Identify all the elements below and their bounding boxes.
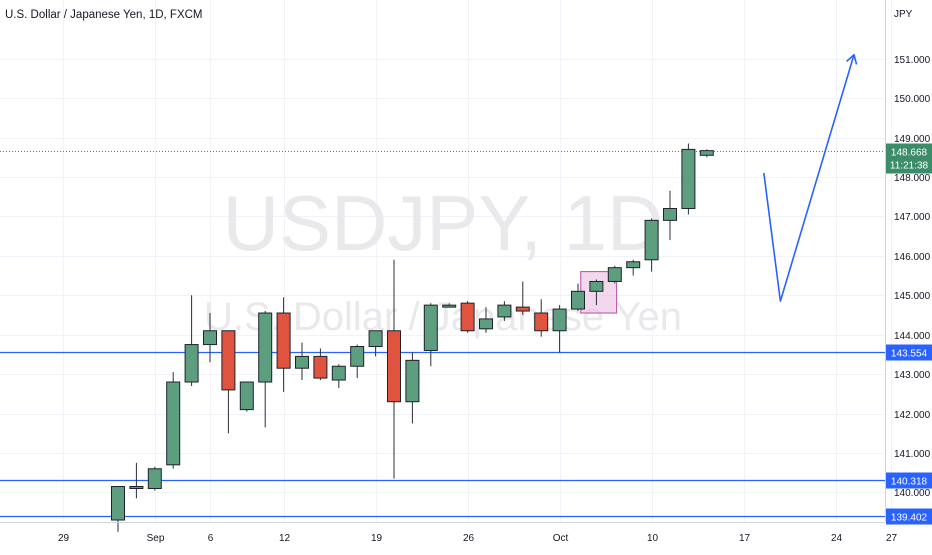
candle-body xyxy=(699,150,714,156)
arrow-head xyxy=(846,53,858,65)
price-tick-label: 142.000 xyxy=(894,410,931,421)
candle-body xyxy=(276,312,291,369)
projection-drawing xyxy=(763,53,858,302)
level-price-label: 139.402 xyxy=(891,513,928,524)
candle-body xyxy=(589,280,604,292)
price-tick-label: 149.000 xyxy=(894,134,931,145)
candle-body xyxy=(203,330,217,346)
candle-body xyxy=(111,486,125,521)
candle-body xyxy=(129,486,144,490)
candle-body xyxy=(239,381,254,411)
countdown-label: 11:21:38 xyxy=(890,161,929,172)
time-tick-label: 10 xyxy=(647,533,659,544)
candle-body xyxy=(460,302,475,332)
candle-body xyxy=(405,359,420,403)
time-tick-label: 27 xyxy=(886,533,898,544)
candles xyxy=(111,143,714,532)
time-tick-label: 29 xyxy=(58,533,70,544)
level-price-label: 143.554 xyxy=(891,349,928,360)
price-tick-label: 147.000 xyxy=(894,212,931,223)
grid xyxy=(0,0,892,522)
current-price-badge xyxy=(886,143,932,174)
candle-body xyxy=(552,308,567,332)
time-tick-label: 12 xyxy=(279,533,291,544)
time-tick-label: Sep xyxy=(147,533,165,544)
time-tick-label: 19 xyxy=(371,533,383,544)
current-price-label: 148.668 xyxy=(891,148,928,159)
candle-body xyxy=(571,290,585,310)
price-tick-label: 140.000 xyxy=(894,488,931,499)
time-tick-label: 6 xyxy=(208,533,214,544)
time-tick-label: Oct xyxy=(553,533,569,544)
level-price-badge xyxy=(886,472,932,489)
candle-body xyxy=(295,355,309,369)
candle-body xyxy=(442,304,457,308)
candle-body xyxy=(479,318,493,330)
watermark-symbol: USDJPY, 1D xyxy=(223,179,664,267)
time-tick-label: 26 xyxy=(463,533,475,544)
candle-body xyxy=(387,330,401,403)
price-tick-label: 148.000 xyxy=(894,173,931,184)
candle-body xyxy=(534,312,549,332)
level-price-badge xyxy=(886,508,932,525)
candle-body xyxy=(497,304,512,318)
candle-body xyxy=(423,304,438,351)
candle-body xyxy=(607,267,622,282)
watermark: USDJPY, 1D U.S. Dollar / Japanese Yen xyxy=(204,179,682,339)
symbol-title: U.S. Dollar / Japanese Yen, 1D, FXCM xyxy=(5,9,203,21)
price-axis[interactable]: JPY xyxy=(885,0,913,522)
candle-body xyxy=(644,219,659,261)
candle-body xyxy=(350,346,365,367)
candle-body xyxy=(331,365,346,381)
level-price-badge xyxy=(886,344,932,361)
candle-body xyxy=(681,148,696,210)
candle-body xyxy=(147,468,162,489)
time-tick-label: 24 xyxy=(831,533,843,544)
price-tick-label: 145.000 xyxy=(894,291,931,302)
price-tick-label: 141.000 xyxy=(894,449,931,460)
candle-body xyxy=(184,344,199,383)
candle-body xyxy=(166,381,181,466)
candle-body xyxy=(313,355,328,379)
price-tick-label: 150.000 xyxy=(894,94,931,105)
candle-body xyxy=(515,306,530,312)
candle-body xyxy=(663,208,677,221)
price-tick-label: 151.000 xyxy=(894,55,931,66)
axis-labels: 140.000 141.000 142.000 143.000 144.000 145.0… xyxy=(58,55,932,544)
price-tick-label: 146.000 xyxy=(894,252,931,263)
candle-body xyxy=(221,330,236,391)
price-tick-label: 143.000 xyxy=(894,370,931,381)
candle-body xyxy=(368,330,383,348)
candle-body xyxy=(258,312,273,383)
price-tick-label: 144.000 xyxy=(894,331,931,342)
price-axis-unit: JPY xyxy=(894,9,913,20)
time-tick-label: 17 xyxy=(739,533,751,544)
horizontal-levels xyxy=(0,151,885,518)
candle-body xyxy=(626,261,641,269)
level-price-label: 140.318 xyxy=(891,477,928,488)
projection-line xyxy=(763,54,855,302)
